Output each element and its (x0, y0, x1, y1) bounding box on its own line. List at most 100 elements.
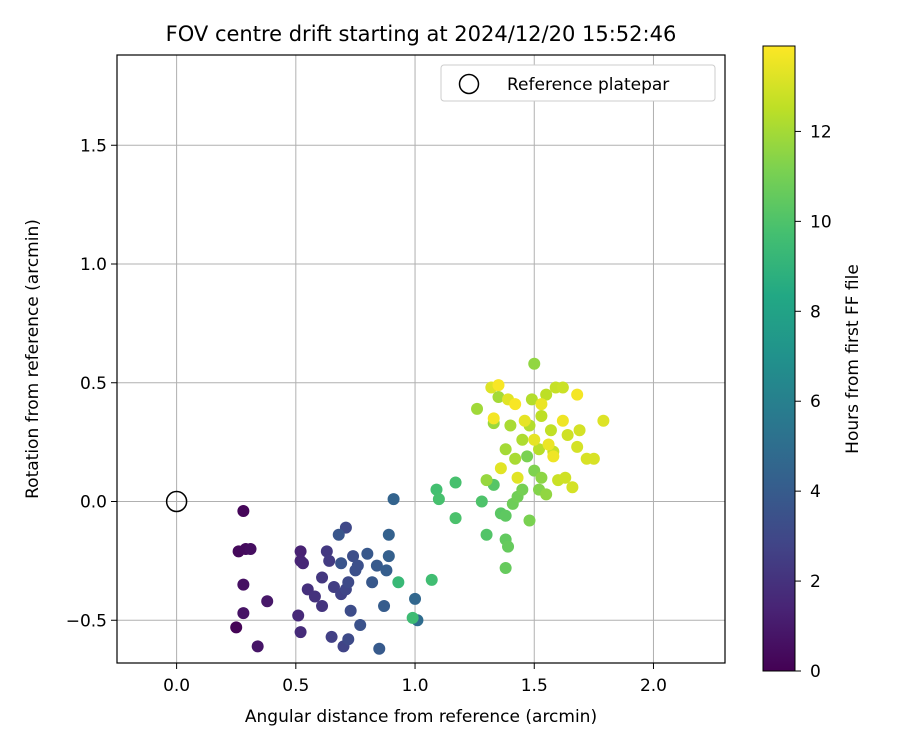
data-point (571, 440, 584, 453)
y-tick-label: 0.5 (80, 374, 107, 394)
data-point (316, 571, 329, 584)
colorbar-tick-label: 10 (810, 212, 832, 232)
colorbar-tick-label: 4 (810, 482, 821, 502)
data-point (516, 483, 529, 496)
data-point (237, 505, 250, 517)
data-point (449, 512, 462, 525)
data-point (535, 410, 548, 422)
data-point (237, 607, 250, 620)
x-axis-ticks: 0.0 0.5 1.0 1.5 2.0 (163, 663, 667, 696)
data-point (342, 633, 355, 646)
data-point (475, 495, 488, 508)
data-point (308, 590, 321, 603)
data-point (382, 550, 395, 563)
data-point (294, 626, 307, 639)
data-point (354, 619, 367, 631)
data-point (325, 630, 338, 643)
x-tick-label: 0.5 (282, 676, 309, 696)
colorbar-label: Hours from first FF file (843, 264, 863, 454)
data-point (361, 547, 374, 560)
data-point (566, 481, 579, 494)
data-point (332, 528, 345, 541)
data-point (492, 379, 505, 392)
colorbar-tick-label: 0 (810, 662, 821, 682)
data-point (406, 611, 419, 624)
data-point (499, 509, 512, 522)
data-point (540, 488, 553, 501)
grid-lines (117, 55, 725, 663)
data-point (432, 493, 445, 506)
data-point (296, 557, 309, 570)
data-point (544, 424, 557, 437)
colorbar-tick-label: 6 (810, 392, 821, 412)
data-point (571, 388, 584, 401)
data-point (230, 621, 243, 634)
data-point (294, 545, 307, 558)
data-point (316, 600, 329, 612)
data-point (335, 557, 348, 570)
data-point (344, 604, 357, 617)
data-point (523, 514, 536, 527)
data-point (251, 640, 264, 653)
legend-marker (458, 73, 480, 95)
data-point (561, 429, 574, 441)
chart-title: FOV centre drift starting at 2024/12/20 … (166, 22, 677, 46)
data-point (492, 391, 505, 403)
data-point (516, 433, 529, 446)
data-point (342, 576, 355, 589)
data-point (378, 600, 391, 612)
legend: Reference platepar (440, 64, 716, 102)
x-tick-label: 2.0 (640, 676, 667, 696)
reference-platepar-marker (165, 490, 188, 513)
x-axis-label: Angular distance from reference (arcmin) (245, 707, 597, 727)
data-point (480, 528, 493, 541)
x-tick-label: 0.0 (163, 676, 190, 696)
data-point (509, 398, 522, 411)
colorbar-tick-label: 12 (810, 122, 832, 142)
legend-label: Reference platepar (507, 75, 669, 95)
colorbar-tick-label: 8 (810, 302, 821, 322)
data-point (382, 528, 395, 541)
data-point (430, 483, 443, 496)
y-tick-label: −0.5 (66, 611, 107, 631)
colorbar-ticks: 0 2 4 6 8 10 12 (795, 122, 832, 682)
y-tick-label: 0.0 (80, 493, 107, 513)
data-point (528, 357, 541, 370)
data-point (587, 452, 600, 465)
y-axis-ticks: −0.5 0.0 0.5 1.0 1.5 (66, 136, 117, 631)
data-point (540, 388, 553, 401)
data-point (528, 433, 541, 446)
data-point (504, 419, 517, 432)
x-tick-label: 1.5 (521, 676, 548, 696)
data-point (511, 471, 524, 484)
y-tick-label: 1.5 (80, 136, 107, 156)
data-point (556, 381, 569, 394)
data-point (373, 642, 386, 655)
data-point (509, 452, 522, 465)
data-point (499, 443, 512, 456)
data-point (480, 474, 493, 487)
data-point (502, 540, 515, 553)
data-point (525, 393, 538, 406)
y-axis-label: Rotation from reference (arcmin) (23, 219, 43, 499)
data-points (230, 357, 610, 655)
data-point (573, 424, 586, 437)
data-point (542, 438, 555, 451)
data-point (533, 443, 546, 456)
data-point (521, 450, 534, 463)
data-point (409, 592, 422, 605)
data-point (597, 414, 610, 427)
data-point (370, 559, 383, 572)
legend-box (440, 64, 716, 102)
data-point (494, 462, 507, 475)
colorbar-gradient (762, 45, 796, 672)
data-point (559, 471, 572, 484)
colorbar-tick-label: 2 (810, 572, 821, 592)
data-point (449, 476, 462, 489)
data-point (547, 450, 560, 463)
data-point (471, 402, 484, 415)
data-point (425, 573, 438, 586)
data-point (387, 493, 400, 506)
data-point (366, 576, 379, 589)
